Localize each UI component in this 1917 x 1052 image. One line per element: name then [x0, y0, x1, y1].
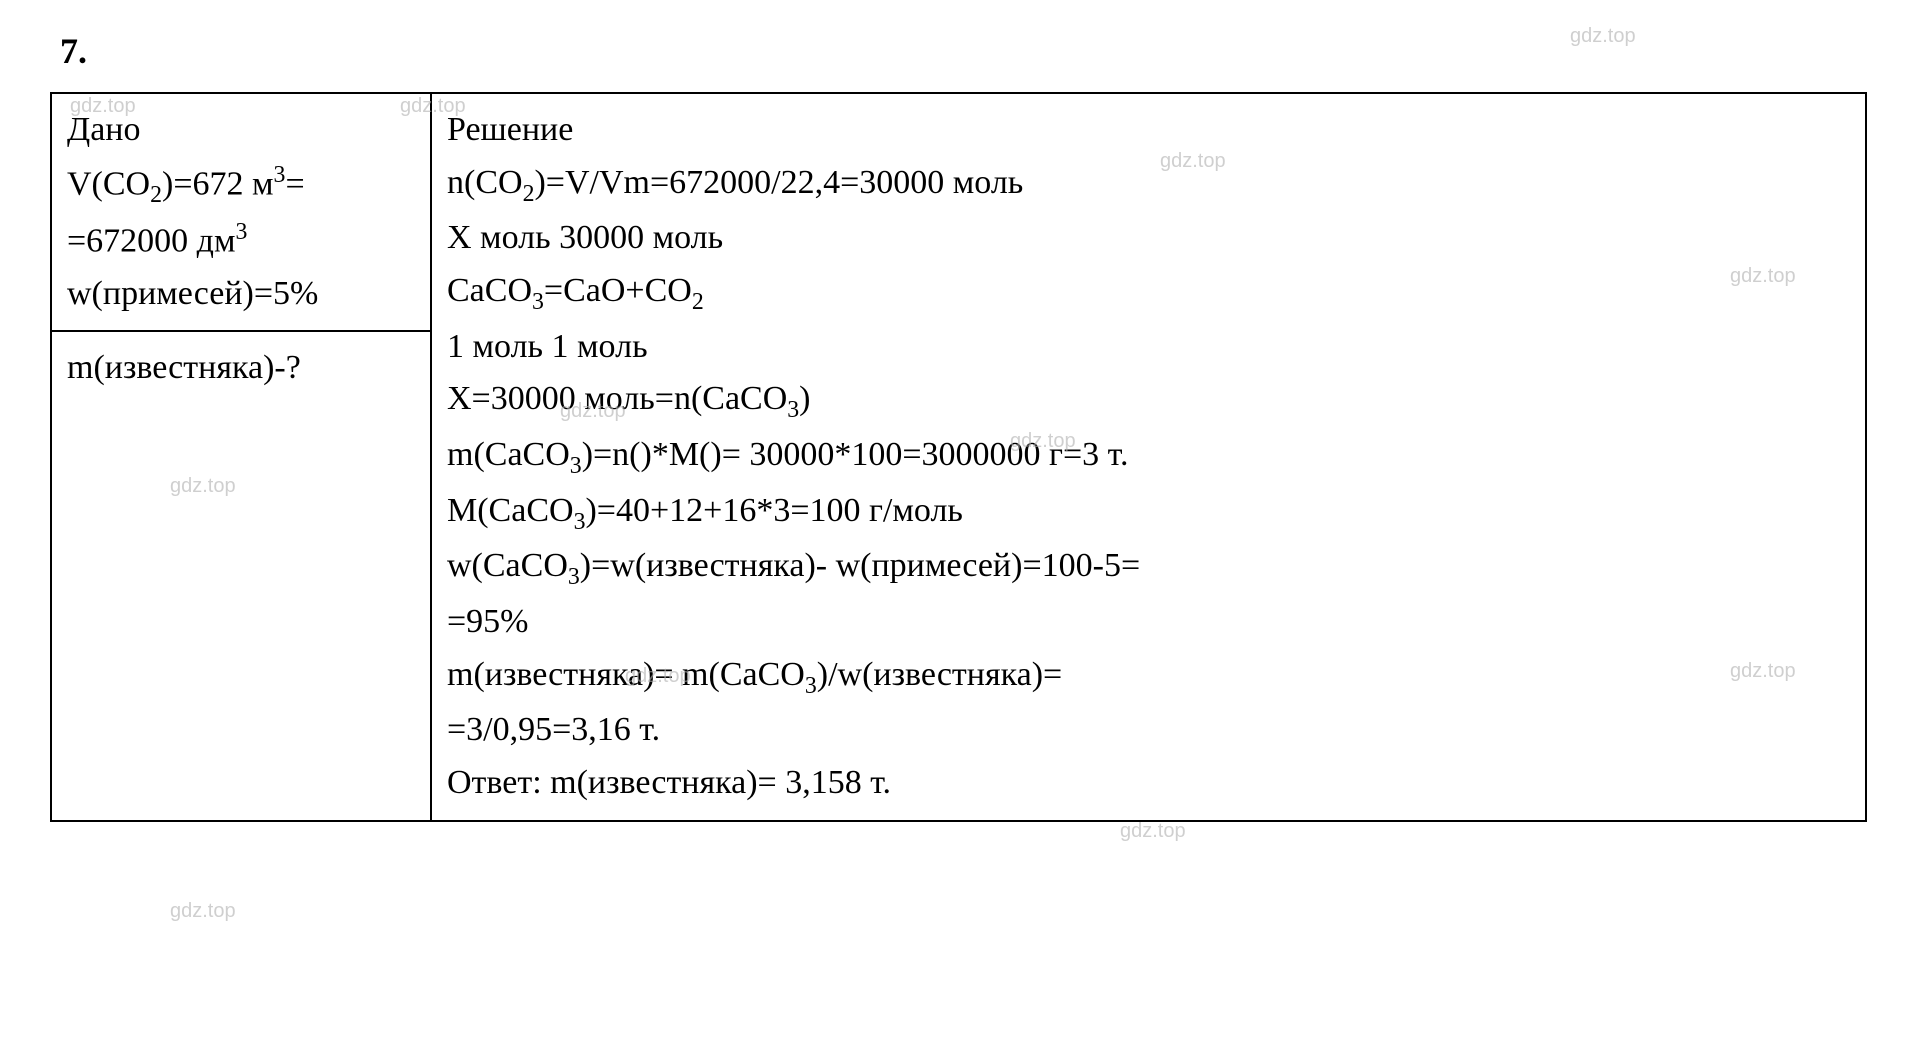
- right-column: Решение n(CO2)=V/Vm=672000/22,4=30000 мо…: [432, 94, 1865, 820]
- solution-line-11: =3/0,95=3,16 т.: [447, 704, 1850, 757]
- solution-line-10: m(известняка)= m(CaCO3)/w(известняка)=: [447, 649, 1850, 705]
- solution-line-5: X=30000 моль=n(CaCO3): [447, 373, 1850, 429]
- watermark-text: gdz.top: [1120, 820, 1186, 843]
- solution-title: Решение: [447, 104, 1850, 157]
- watermark-text: gdz.top: [170, 900, 236, 923]
- given-line-1: V(CO2)=672 м3=: [67, 157, 415, 214]
- solution-line-4: 1 моль 1 моль: [447, 321, 1850, 374]
- solution-line-2: X моль 30000 моль: [447, 212, 1850, 265]
- given-line-2: =672000 дм3: [67, 214, 415, 268]
- solution-line-8: w(CaCO3)=w(известняка)- w(примесей)=100-…: [447, 540, 1850, 596]
- solution-line-7: M(CaCO3)=40+12+16*3=100 г/моль: [447, 485, 1850, 541]
- solution-line-3: CaCO3=CaO+CO2: [447, 265, 1850, 321]
- solution-line-1: n(CO2)=V/Vm=672000/22,4=30000 моль: [447, 157, 1850, 213]
- problem-number: 7.: [50, 30, 1867, 72]
- given-line-3: w(примесей)=5%: [67, 268, 415, 321]
- solution-answer: Ответ: m(известняка)= 3,158 т.: [447, 757, 1850, 810]
- solution-table: Дано V(CO2)=672 м3= =672000 дм3 w(примес…: [50, 92, 1867, 822]
- given-section: Дано V(CO2)=672 м3= =672000 дм3 w(примес…: [52, 94, 430, 332]
- left-column: Дано V(CO2)=672 м3= =672000 дм3 w(примес…: [52, 94, 432, 820]
- find-line-1: m(известняка)-?: [67, 342, 415, 395]
- given-title: Дано: [67, 104, 415, 157]
- solution-line-6: m(CaCO3)=n()*M()= 30000*100=3000000 г=3 …: [447, 429, 1850, 485]
- find-section: m(известняка)-?: [52, 332, 430, 819]
- solution-line-9: =95%: [447, 596, 1850, 649]
